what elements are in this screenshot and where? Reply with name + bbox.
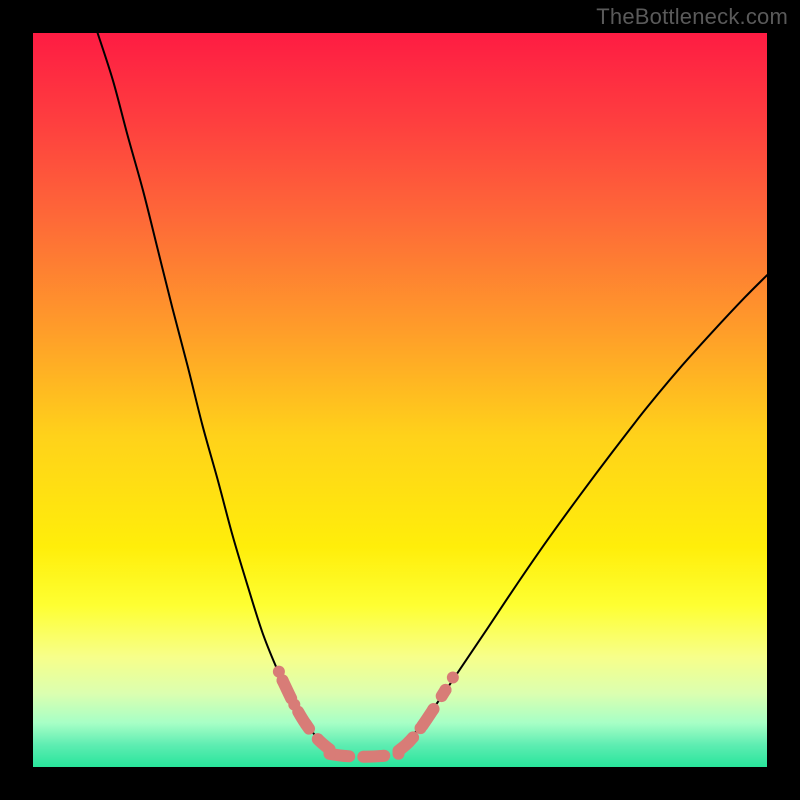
plot-area bbox=[33, 33, 767, 767]
watermark-text: TheBottleneck.com bbox=[596, 4, 788, 30]
bottleneck-chart-svg bbox=[33, 33, 767, 767]
gradient-background bbox=[33, 33, 767, 767]
chart-container: TheBottleneck.com bbox=[0, 0, 800, 800]
